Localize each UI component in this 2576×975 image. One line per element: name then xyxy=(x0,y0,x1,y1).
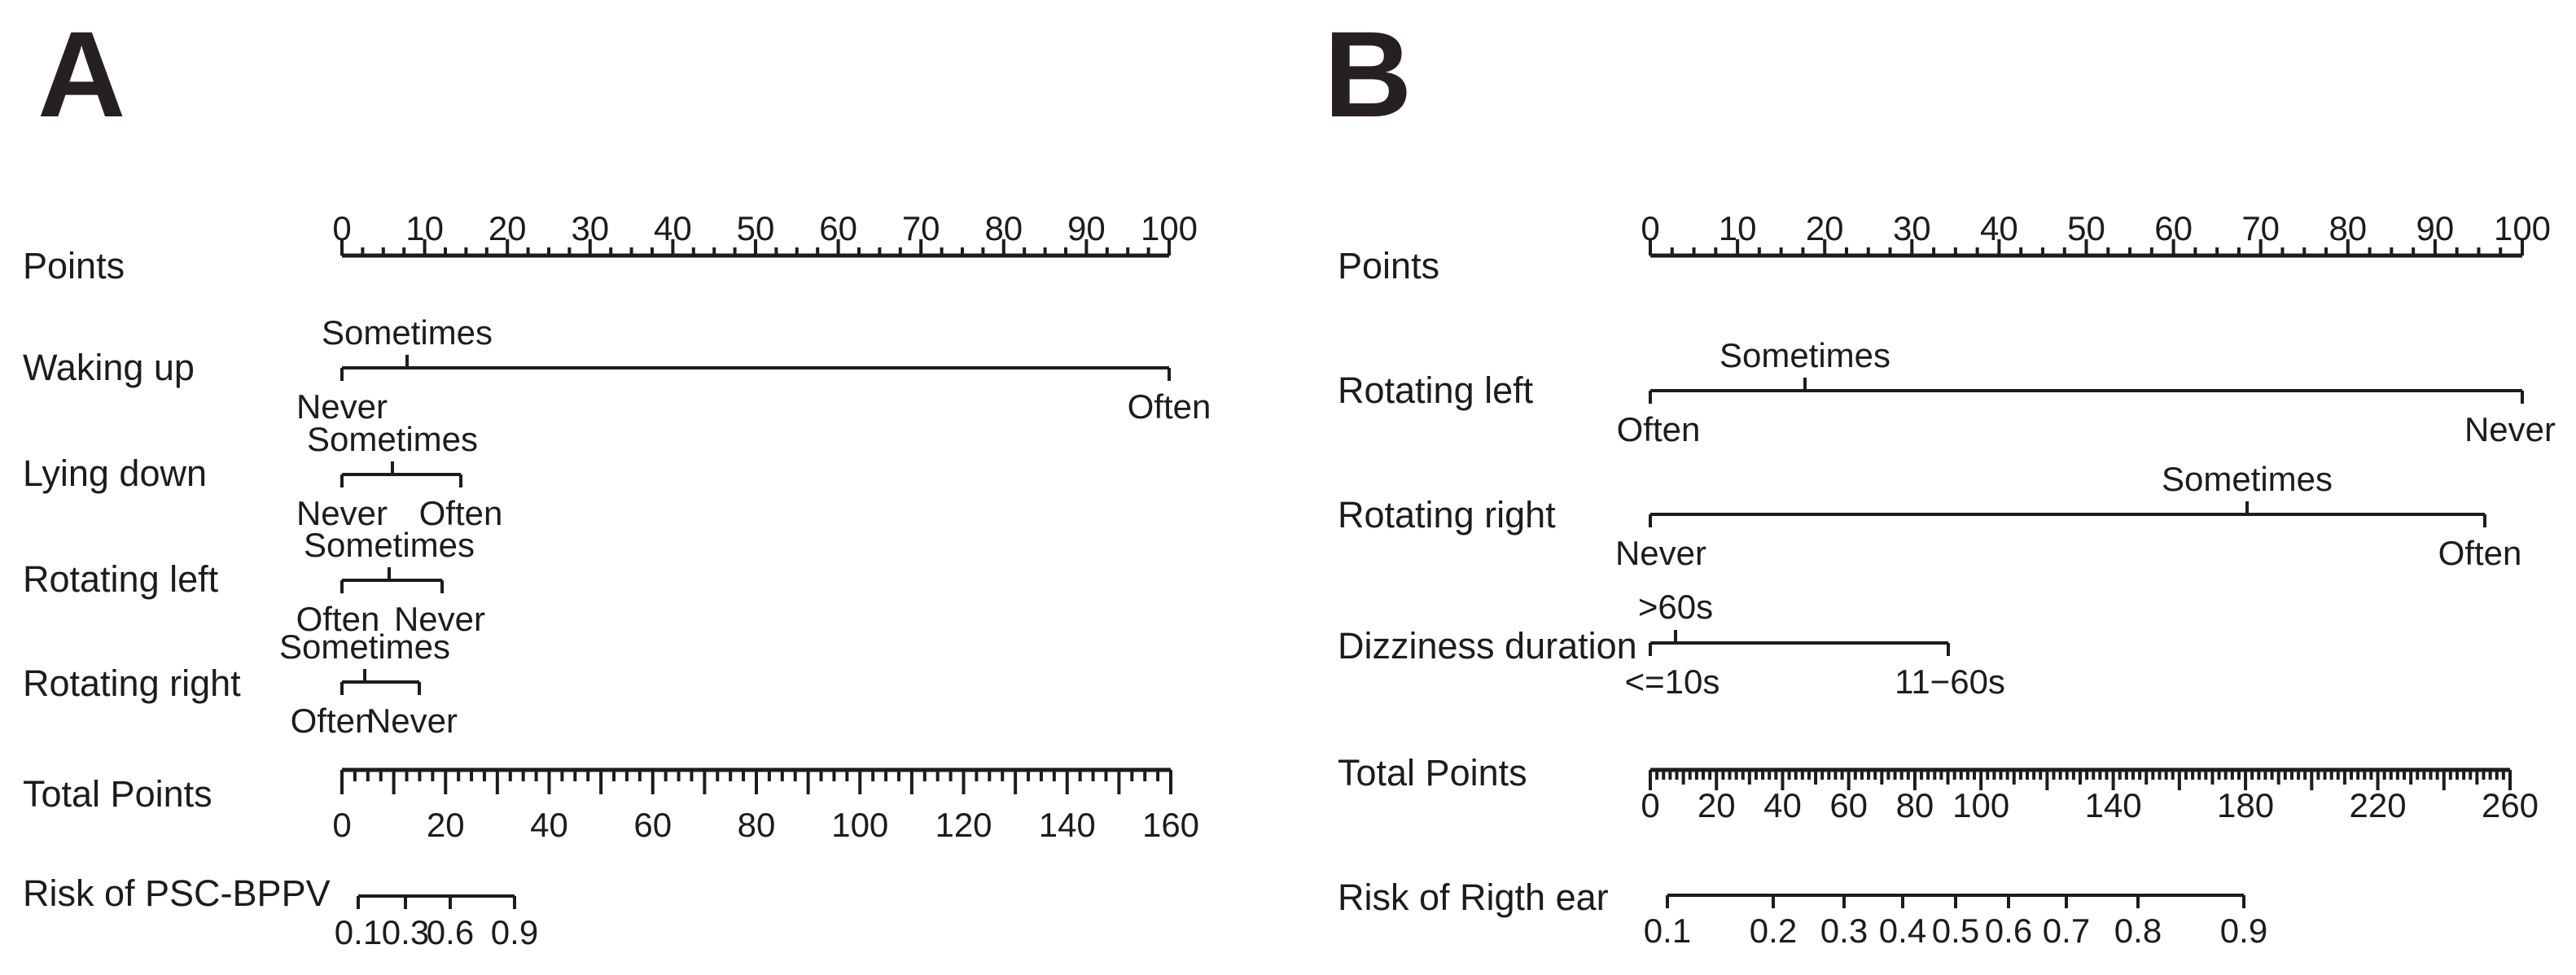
b-risk-axis-tick-label-0.1: 0.1 xyxy=(1643,912,1692,950)
b-total-points-tick-label-80: 80 xyxy=(1895,786,1934,824)
b-risk-axis-tick-label-0.9: 0.9 xyxy=(2219,912,2268,950)
a-rotating-right-category-label-Sometimes: Sometimes xyxy=(278,627,451,666)
b-risk-axis-tick-label-0.4: 0.4 xyxy=(1878,912,1927,950)
a-total-points-tick-label-40: 40 xyxy=(530,806,568,844)
a-total-points-tick-label-0: 0 xyxy=(332,806,352,844)
a-points-row-label: Points xyxy=(23,245,125,286)
b-risk-axis-tick-label-0.8: 0.8 xyxy=(2114,912,2162,950)
a-rotating-left-category-label-Never: Never xyxy=(393,600,486,638)
b-risk-axis-tick-label-0.2: 0.2 xyxy=(1749,912,1798,950)
a-total-points-tick-label-140: 140 xyxy=(1038,806,1096,844)
a-points-tick-label-20: 20 xyxy=(488,209,527,247)
b-risk-axis-row-label: Risk of Rigth ear xyxy=(1338,877,1609,918)
b-points-tick-label-0: 0 xyxy=(1641,209,1660,247)
b-risk-axis-tick-label-0.7: 0.7 xyxy=(2042,912,2091,950)
a-waking-up-row-label: Waking up xyxy=(23,347,195,388)
a-total-points-tick-label-80: 80 xyxy=(737,806,776,844)
a-waking-up-category-label-Never: Never xyxy=(296,387,388,426)
b-points-row-label: Points xyxy=(1338,245,1440,286)
a-rotating-right-category-label-Often: Often xyxy=(290,702,375,740)
a-points-tick-label-40: 40 xyxy=(654,209,692,247)
b-points-tick-label-90: 90 xyxy=(2416,209,2455,247)
b-risk-axis-tick-label-0.5: 0.5 xyxy=(1931,912,1980,950)
a-lying-down-category-label-Never: Never xyxy=(296,494,388,532)
a-rotating-right-row-label: Rotating right xyxy=(23,662,241,704)
a-waking-up-category-label-Often: Often xyxy=(1127,387,1211,426)
b-dizziness-duration-category-label->60s: >60s xyxy=(1637,588,1714,626)
b-points-tick-label-20: 20 xyxy=(1805,209,1844,247)
b-total-points-tick-label-180: 180 xyxy=(2217,786,2275,824)
b-rotating-left-row-label: Rotating left xyxy=(1338,369,1534,411)
a-points-tick-label-100: 100 xyxy=(1140,209,1198,247)
b-rotating-right-category-label-Often: Often xyxy=(2438,534,2522,572)
b-dizziness-duration-row-label: Dizziness duration xyxy=(1338,625,1637,667)
b-points-tick-label-70: 70 xyxy=(2241,209,2280,247)
a-points-tick-label-60: 60 xyxy=(819,209,857,247)
a-points-tick-label-80: 80 xyxy=(984,209,1023,247)
b-rotating-left-category-label-Never: Never xyxy=(2464,410,2556,448)
b-rotating-left-category-label-Often: Often xyxy=(1616,410,1701,448)
b-points-tick-label-80: 80 xyxy=(2328,209,2368,247)
b-points-tick-label-60: 60 xyxy=(2154,209,2193,247)
b-points-tick-label-50: 50 xyxy=(2067,209,2105,247)
a-risk-axis-tick-label-0.1: 0.1 xyxy=(334,913,383,951)
a-waking-up-category-label-Sometimes: Sometimes xyxy=(321,313,493,352)
b-rotating-right-category-label-Sometimes: Sometimes xyxy=(2161,460,2333,498)
b-total-points-tick-label-260: 260 xyxy=(2481,786,2539,824)
b-dizziness-duration-category-label-<=10s: <=10s xyxy=(1624,662,1720,701)
a-rotating-left-category-label-Often: Often xyxy=(296,600,380,638)
a-total-points-row-label: Total Points xyxy=(23,773,212,815)
a-points-tick-label-30: 30 xyxy=(571,209,610,247)
b-points-tick-label-40: 40 xyxy=(1980,209,2018,247)
b-rotating-left-category-label-Sometimes: Sometimes xyxy=(1719,336,1891,374)
a-rotating-left-row-label: Rotating left xyxy=(23,558,219,600)
b-points-tick-label-100: 100 xyxy=(2493,209,2552,247)
b-total-points-tick-label-0: 0 xyxy=(1641,786,1660,824)
a-lying-down-category-label-Sometimes: Sometimes xyxy=(306,420,479,458)
b-total-points-tick-label-60: 60 xyxy=(1829,786,1868,824)
a-total-points-tick-label-120: 120 xyxy=(935,806,992,844)
b-rotating-right-row-label: Rotating right xyxy=(1338,494,1556,536)
b-total-points-tick-label-20: 20 xyxy=(1697,786,1736,824)
a-points-tick-label-70: 70 xyxy=(901,209,940,247)
panel-b-letter: B xyxy=(1324,6,1413,142)
a-total-points-tick-label-60: 60 xyxy=(633,806,672,844)
panel-a-letter: A xyxy=(37,6,126,142)
a-total-points-tick-label-100: 100 xyxy=(831,806,889,844)
a-total-points-tick-label-20: 20 xyxy=(426,806,465,844)
a-points-tick-label-90: 90 xyxy=(1067,209,1106,247)
a-risk-axis-row-label: Risk of PSC-BPPV xyxy=(23,872,331,914)
a-lying-down-category-label-Often: Often xyxy=(418,494,503,532)
b-risk-axis-tick-label-0.3: 0.3 xyxy=(1820,912,1868,950)
b-points-tick-label-10: 10 xyxy=(1718,209,1757,247)
a-points-tick-label-10: 10 xyxy=(405,209,444,247)
b-total-points-tick-label-100: 100 xyxy=(1952,786,2010,824)
b-rotating-right-category-label-Never: Never xyxy=(1614,534,1707,572)
a-lying-down-row-label: Lying down xyxy=(23,453,207,494)
a-risk-axis-tick-label-0.3: 0.3 xyxy=(381,913,430,951)
a-points-tick-label-0: 0 xyxy=(332,209,352,247)
a-rotating-left-category-label-Sometimes: Sometimes xyxy=(303,526,475,564)
b-total-points-tick-label-40: 40 xyxy=(1763,786,1802,824)
b-total-points-tick-label-140: 140 xyxy=(2084,786,2142,824)
b-points-tick-label-30: 30 xyxy=(1892,209,1931,247)
b-total-points-row-label: Total Points xyxy=(1338,752,1527,794)
a-points-tick-label-50: 50 xyxy=(736,209,775,247)
b-dizziness-duration-category-label-11−60s: 11−60s xyxy=(1895,662,2005,701)
a-risk-axis-tick-label-0.6: 0.6 xyxy=(426,913,475,951)
a-risk-axis-tick-label-0.9: 0.9 xyxy=(490,913,539,951)
a-total-points-tick-label-160: 160 xyxy=(1141,806,1200,844)
a-rotating-right-category-label-Never: Never xyxy=(366,702,458,740)
b-total-points-tick-label-220: 220 xyxy=(2349,786,2407,824)
b-risk-axis-tick-label-0.6: 0.6 xyxy=(1984,912,2033,950)
